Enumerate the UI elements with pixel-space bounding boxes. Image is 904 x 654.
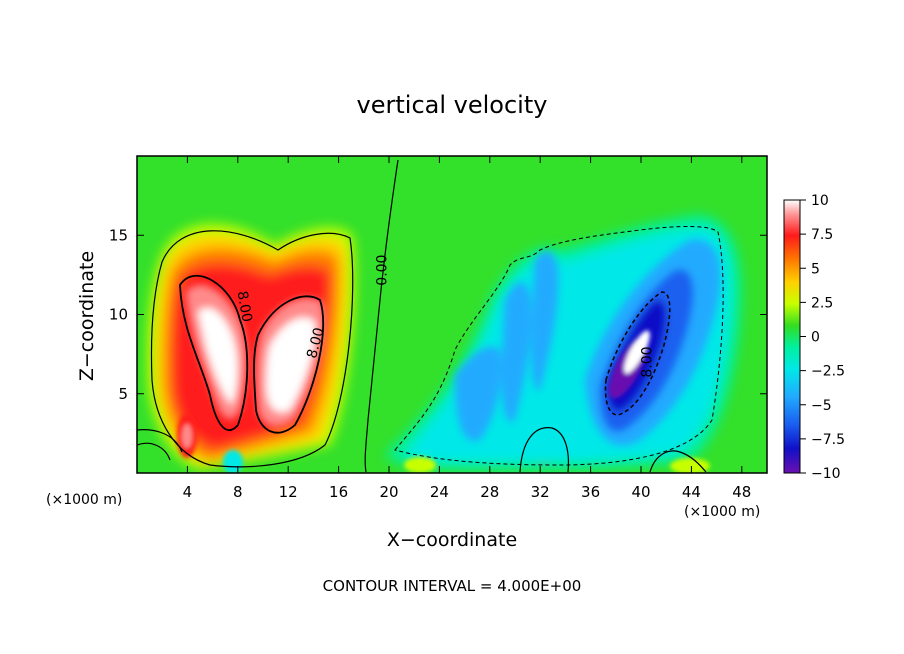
contour-neg-outer	[394, 225, 724, 466]
x-tick-label: 8	[233, 483, 243, 501]
updraft-core	[186, 284, 325, 427]
colorbar-tick-label: 10	[811, 193, 829, 209]
y-axis-label: Z−coordinate	[76, 251, 98, 381]
x-tick-label: 44	[682, 483, 701, 501]
colorbar-tick-label: 7.5	[811, 227, 833, 243]
colorbar-tick-label: 2.5	[811, 295, 833, 311]
x-tick-label: 20	[379, 483, 398, 501]
contour-8-left	[179, 274, 249, 432]
y-tick-label: 15	[109, 226, 128, 244]
contour-zero-blob-32	[519, 427, 570, 473]
colorbar	[783, 199, 801, 474]
downdraft-core	[608, 330, 650, 399]
x-tick-label: 48	[732, 483, 751, 501]
contour-zero-mid	[364, 159, 399, 473]
contour-label: 8.00	[234, 290, 255, 323]
x-unit-left: (×1000 m)	[46, 492, 122, 508]
colorbar-tick-label: −7.5	[811, 432, 845, 448]
colorbar-tick-label: −2.5	[811, 364, 845, 380]
contour-8-right	[253, 295, 325, 434]
contour-label: 0.00	[375, 255, 391, 286]
colorbar-tick-label: −5	[811, 398, 832, 414]
x-tick-label: 16	[329, 483, 348, 501]
contour-zero-left	[150, 230, 354, 468]
contour-neg-core	[604, 291, 671, 416]
contour-labels: 8.00 8.00 0.00 8.00	[234, 255, 656, 378]
x-tick-label: 4	[183, 483, 193, 501]
y-axis-ticks: 5 10 15	[109, 226, 767, 403]
x-axis-ticks: 4 8 12 16 20 24 28 32 36 40 44 48	[183, 156, 751, 501]
bottom-variations	[223, 450, 710, 473]
x-tick-label: 36	[581, 483, 600, 501]
x-tick-label: 12	[279, 483, 298, 501]
x-axis-label: X−coordinate	[387, 529, 517, 551]
colorbar-ticks: 10 7.5 5 2.5 0 −2.5 −5 −7.5 −10	[800, 193, 845, 482]
chart-title: vertical velocity	[357, 91, 548, 119]
contour-label: 8.00	[639, 346, 655, 377]
y-tick-label: 5	[118, 385, 128, 403]
colorbar-tick-label: 5	[811, 261, 820, 277]
contour-dashed	[394, 225, 724, 466]
x-tick-label: 40	[631, 483, 650, 501]
contour-zero-bottom-left	[137, 429, 183, 461]
x-unit-right: (×1000 m)	[684, 504, 760, 520]
y-tick-label: 10	[109, 306, 128, 324]
contour-interval-note: CONTOUR INTERVAL = 4.000E+00	[323, 577, 582, 595]
colorbar-tick-label: 0	[811, 330, 820, 346]
contour-lines	[137, 159, 707, 473]
colorbar-tick-label: −10	[811, 466, 841, 482]
plot-area: 8.00 8.00 0.00 8.00	[137, 156, 767, 473]
x-tick-label: 28	[480, 483, 499, 501]
contour-zero-bottom-right	[649, 450, 707, 473]
contour-label: 8.00	[304, 326, 328, 360]
x-tick-label: 24	[430, 483, 449, 501]
x-tick-label: 32	[531, 483, 550, 501]
